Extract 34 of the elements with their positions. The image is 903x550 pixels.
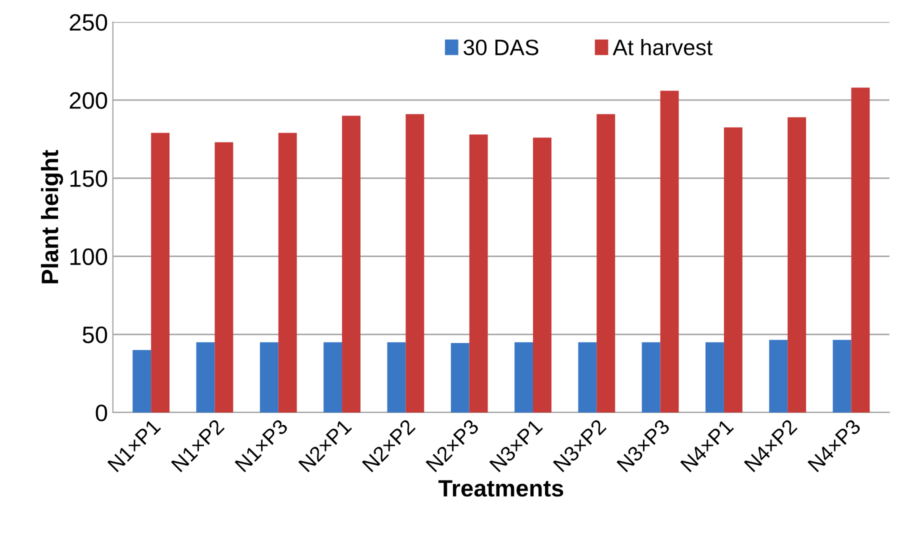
- bar: [406, 114, 424, 412]
- bar: [705, 342, 724, 412]
- bar: [532, 138, 552, 412]
- legend-label: 30 DAS: [464, 40, 538, 56]
- x-axis-title: Treatments: [438, 480, 564, 497]
- bar: [196, 342, 215, 412]
- y-tick-label: 150: [70, 170, 108, 187]
- bar: [642, 342, 660, 412]
- bar: [214, 142, 234, 412]
- bar: [132, 350, 152, 412]
- y-tick-label: 0: [96, 404, 108, 422]
- bar: [324, 342, 342, 412]
- bar: [851, 88, 870, 412]
- bar: [788, 117, 806, 412]
- y-tick-label: 100: [70, 248, 108, 266]
- bar: [514, 342, 533, 412]
- bar: [450, 342, 470, 412]
- y-axis-title: Plant height: [40, 150, 64, 284]
- bar: [724, 127, 742, 412]
- bar: [469, 134, 488, 412]
- bar: [578, 342, 597, 412]
- y-tick-label: 250: [70, 14, 108, 31]
- bar: [596, 114, 616, 412]
- y-tick-label: 200: [70, 92, 108, 109]
- bar: [832, 340, 852, 412]
- bar: [278, 132, 297, 412]
- bar: [769, 340, 788, 412]
- bar: [260, 342, 278, 412]
- bar: [151, 132, 170, 412]
- bar: [660, 90, 679, 412]
- bar: [342, 116, 360, 412]
- y-tick-label: 50: [82, 326, 108, 344]
- bar: [387, 342, 406, 412]
- legend-label: At harvest: [612, 38, 713, 56]
